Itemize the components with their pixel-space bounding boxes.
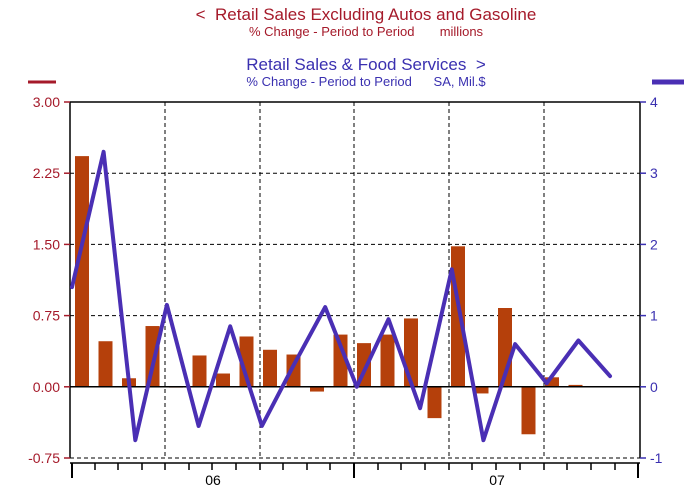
- bar: [427, 386, 442, 419]
- bar: [263, 349, 277, 387]
- left-tick-label: 3.00: [33, 94, 60, 110]
- bar: [98, 341, 113, 387]
- left-tick-label: -0.75: [28, 450, 60, 466]
- bar: [239, 336, 254, 387]
- bar: [545, 377, 559, 387]
- left-axis-subtitle: % Change - Period to Period millions: [248, 24, 484, 39]
- right-axis-subtitle: % Change - Period to Period SA, Mil.$: [246, 74, 486, 89]
- left-tick-label: 1.50: [33, 236, 60, 252]
- right-tick-label: -1: [650, 450, 663, 466]
- left-axis-title: < Retail Sales Excluding Autos and Gasol…: [195, 5, 537, 24]
- left-tick-label: 2.25: [33, 165, 60, 181]
- right-axis-title: Retail Sales & Food Services >: [246, 55, 486, 74]
- bar: [474, 386, 489, 394]
- left-tick-label: 0.00: [33, 379, 60, 395]
- bar: [380, 334, 395, 387]
- bar: [310, 386, 324, 392]
- right-tick-label: 2: [650, 236, 658, 252]
- bar: [333, 334, 348, 387]
- bar: [521, 386, 536, 435]
- bar: [192, 355, 207, 387]
- bar: [75, 156, 89, 387]
- bar: [451, 246, 465, 387]
- right-tick-label: 4: [650, 94, 658, 110]
- x-tick-label: 07: [489, 472, 505, 488]
- right-tick-label: 0: [650, 379, 658, 395]
- series-line: [70, 149, 612, 443]
- x-tick-label: 06: [205, 472, 221, 488]
- bar: [404, 318, 418, 387]
- right-tick-label: 3: [650, 165, 658, 181]
- right-tick-label: 1: [650, 308, 658, 324]
- bar: [568, 384, 583, 387]
- bar: [145, 326, 160, 387]
- left-tick-label: 0.75: [33, 308, 60, 324]
- bar: [216, 373, 230, 387]
